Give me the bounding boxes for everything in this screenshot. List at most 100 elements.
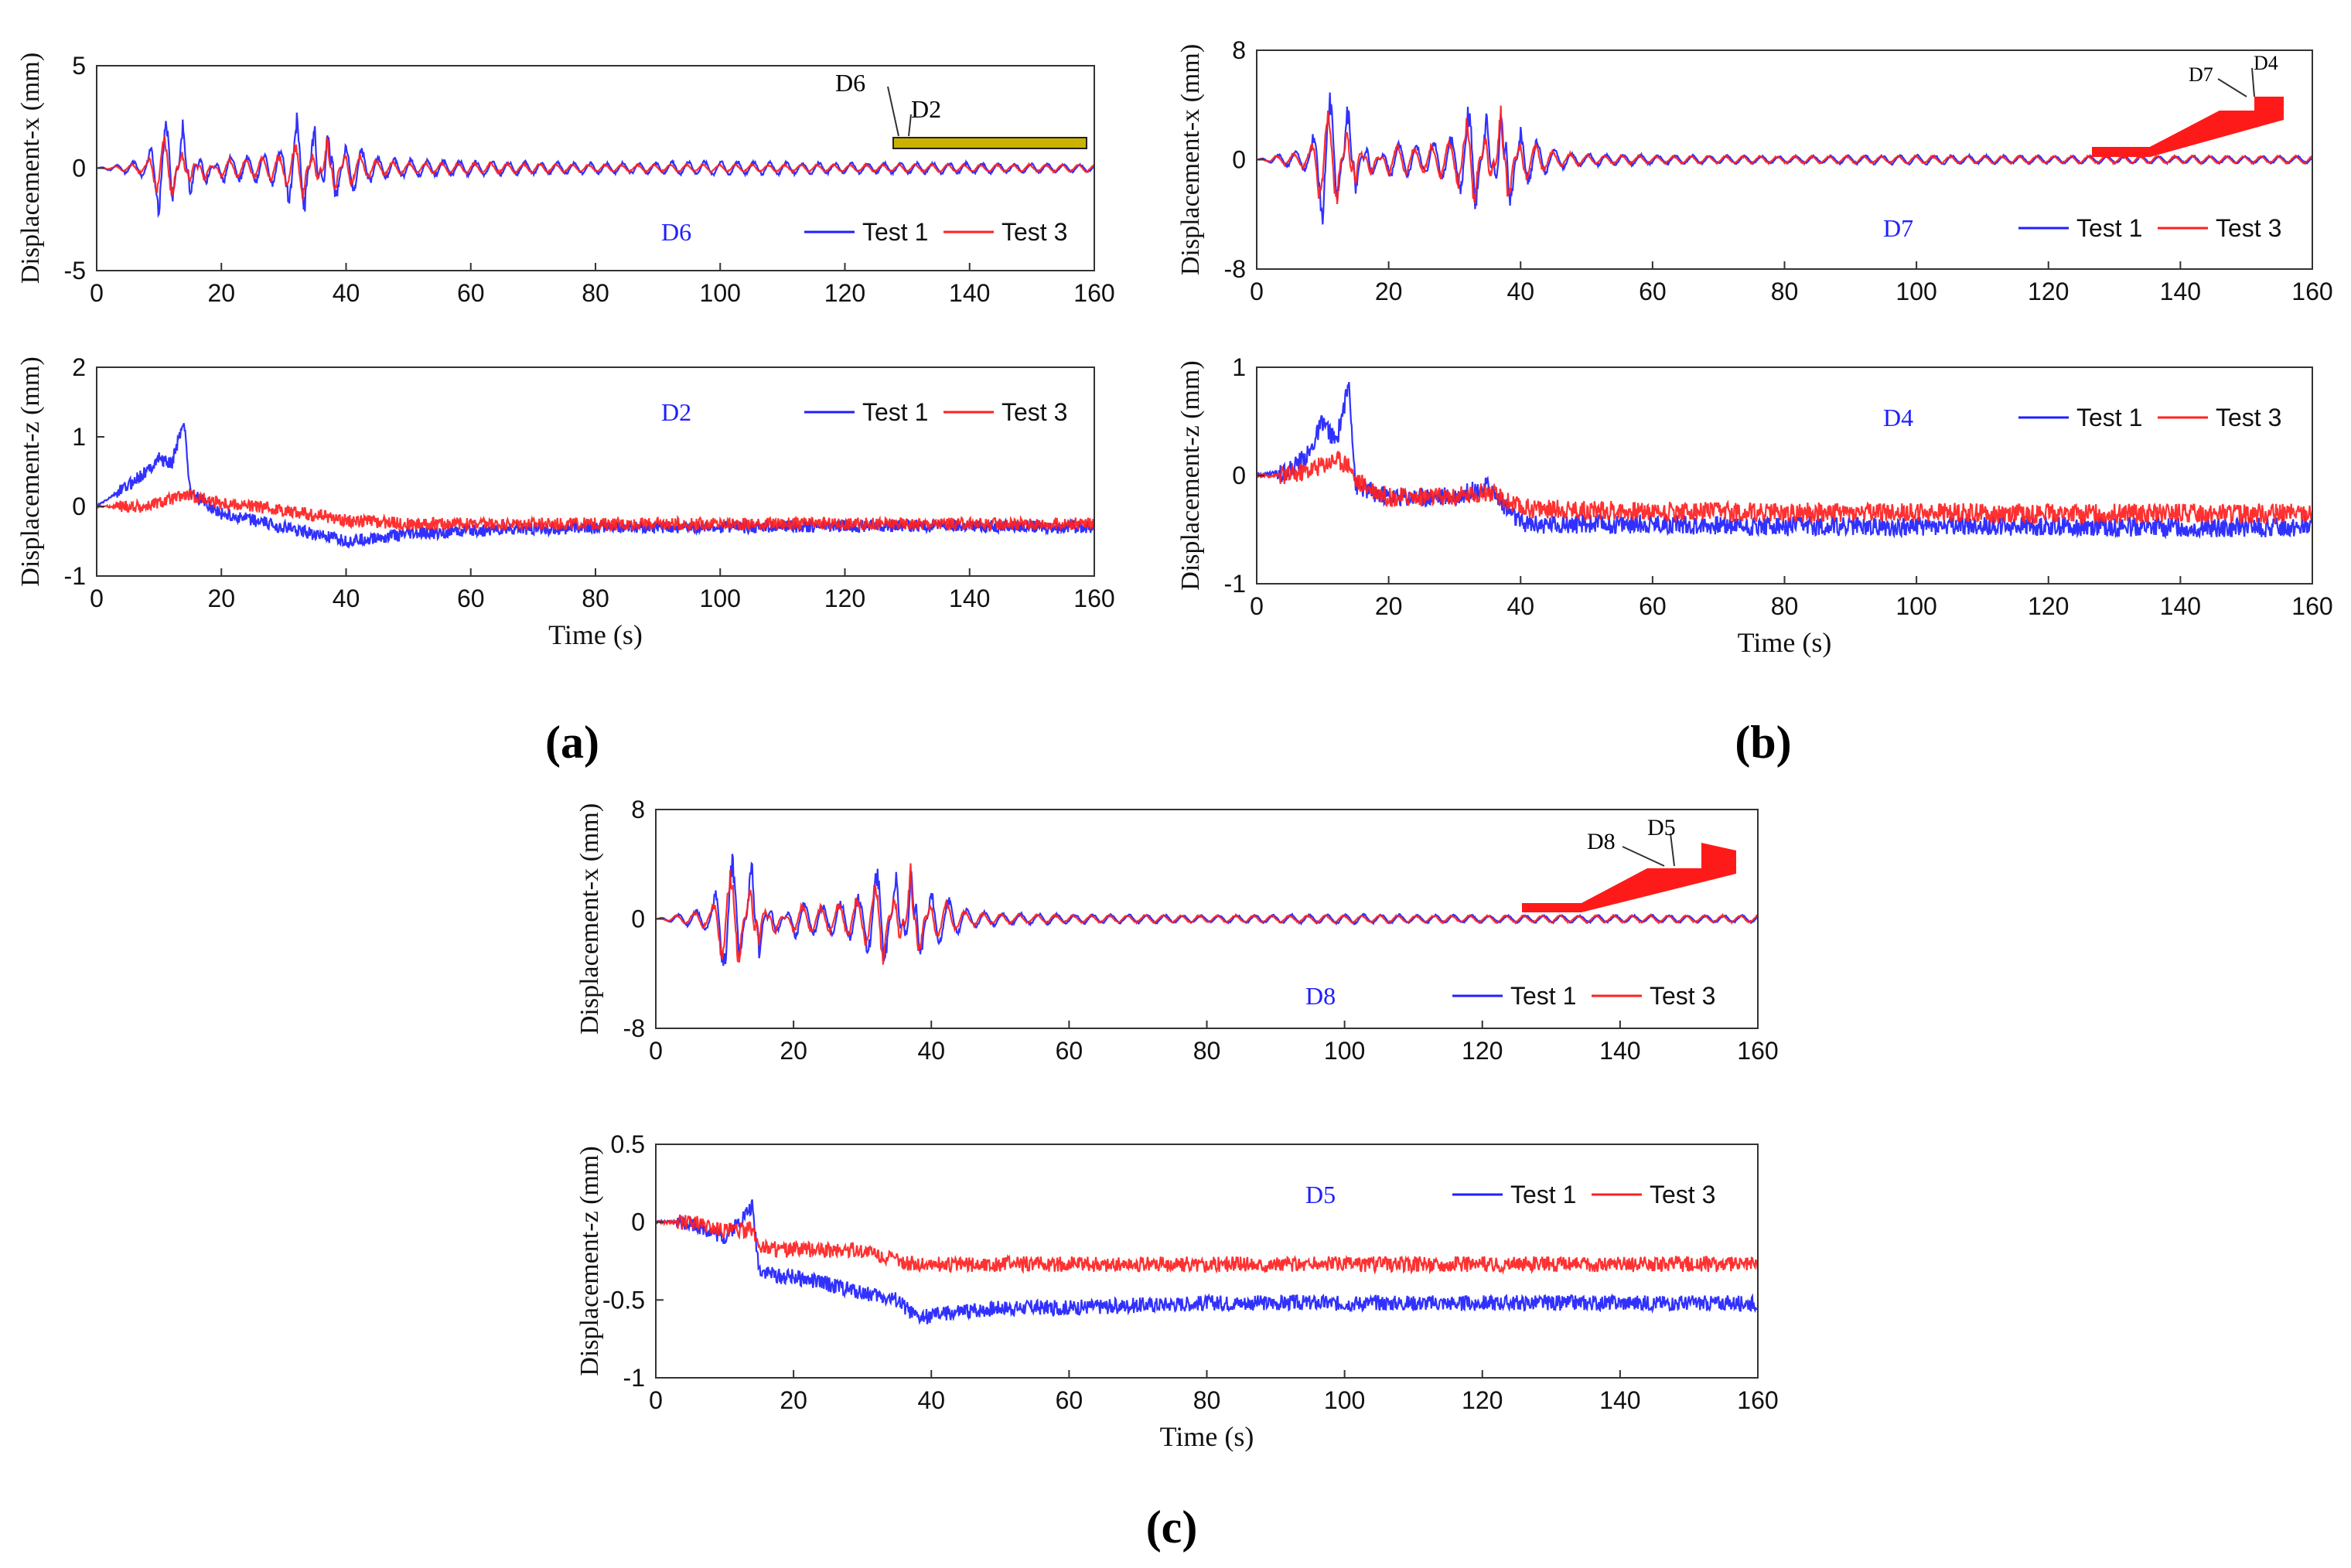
annotation-d6: D6	[835, 69, 865, 97]
x-tick-label: 140	[949, 279, 990, 307]
x-tick-label: 20	[207, 585, 235, 612]
x-tick-label: 100	[700, 279, 741, 307]
x-tick-label: 80	[1193, 1037, 1221, 1065]
y-tick-label: -1	[623, 1364, 645, 1392]
y-axis-label: Displacement-x (mm)	[575, 803, 604, 1035]
series-line-test3	[655, 863, 1759, 965]
x-tick-label: 60	[457, 279, 485, 307]
y-axis-label: Displacement-x (mm)	[16, 53, 45, 284]
panel-label-c: (c)	[1146, 1502, 1198, 1553]
x-tick-label: 40	[333, 585, 360, 612]
x-tick-label: 80	[1771, 592, 1799, 620]
embankment-shape	[1522, 843, 1736, 912]
x-tick-label: 120	[824, 279, 865, 307]
x-tick-label: 20	[780, 1386, 807, 1414]
leader-line	[2217, 78, 2247, 97]
x-tick-label: 60	[1639, 592, 1667, 620]
annotation-d5: D5	[1647, 815, 1676, 840]
annotation-d4: D4	[2254, 52, 2278, 74]
x-tick-label: 100	[1895, 278, 1936, 305]
x-tick-label: 20	[207, 279, 235, 307]
x-tick-label: 160	[1737, 1037, 1778, 1065]
y-tick-label: 8	[631, 796, 645, 823]
y-tick-label: 0	[1232, 462, 1246, 489]
sensor-label: D8	[1305, 982, 1336, 1010]
y-tick-label: -1	[1224, 570, 1246, 598]
schematic-b: D7 D4	[2092, 52, 2284, 157]
chart-a-bottom: 0 20 40 60 80 100 120 140 160-1012Displacement-z…	[16, 353, 1115, 650]
leader-line	[908, 114, 912, 137]
legend-label: Test 1	[862, 398, 928, 426]
x-tick-label: 140	[1599, 1386, 1640, 1414]
x-axis-label: Time (s)	[548, 619, 643, 650]
x-tick-label: 120	[2028, 592, 2069, 620]
legend-label: Test 1	[1510, 1181, 1576, 1208]
y-tick-label: -8	[1224, 255, 1246, 283]
x-axis-label: Time (s)	[1738, 627, 1832, 658]
annotation-d7: D7	[2189, 63, 2213, 86]
sensor-label: D4	[1883, 404, 1913, 431]
x-tick-label: 40	[1506, 592, 1534, 620]
x-tick-label: 60	[457, 585, 485, 612]
x-tick-label: 0	[90, 585, 104, 612]
y-tick-label: 0	[631, 1208, 645, 1236]
x-tick-label: 20	[780, 1037, 807, 1065]
embankment-shape	[2150, 111, 2274, 157]
legend-label: Test 3	[1001, 218, 1067, 246]
chart-c-bottom: 0 20 40 60 80 100 120 140 160 -1 -0.5 0 0.5Displacem…	[575, 1130, 1779, 1452]
y-tick-label: 2	[72, 353, 86, 381]
sensor-label: D6	[661, 218, 691, 246]
x-tick-label: 40	[1506, 278, 1534, 305]
series-line-test1	[97, 112, 1096, 219]
schematic-a: D6 D2	[835, 69, 1087, 149]
legend-label: Test 3	[1001, 398, 1067, 426]
y-axis-label: Displacement-z (mm)	[1176, 360, 1205, 590]
x-tick-label: 0	[649, 1386, 663, 1414]
x-tick-label: 60	[1056, 1037, 1083, 1065]
leader-line	[1622, 846, 1665, 867]
leader-line	[2251, 67, 2255, 97]
plot-frame	[1256, 366, 2313, 585]
x-tick-label: 20	[1375, 592, 1403, 620]
chart-c-top: 0 20 40 60 80 100 120 140 160-808Displacement-x …	[575, 796, 1779, 1065]
x-tick-label: 140	[949, 585, 990, 612]
x-tick-label: 100	[700, 585, 741, 612]
sensor-label: D2	[661, 398, 691, 426]
y-tick-label: -5	[64, 257, 86, 285]
x-tick-label: 40	[333, 279, 360, 307]
chart-a-top: 0 20 40 60 80 100 120 140 160-505Displacement-x …	[16, 52, 1115, 307]
x-tick-label: 120	[1462, 1037, 1503, 1065]
panel-label-b: (b)	[1735, 717, 1791, 768]
x-tick-label: 120	[2028, 278, 2069, 305]
x-tick-label: 100	[1324, 1386, 1365, 1414]
leader-line	[887, 86, 899, 137]
series-line-test3	[96, 135, 1095, 201]
x-tick-label: 0	[90, 279, 104, 307]
x-tick-label: 160	[1073, 279, 1114, 307]
series-line-test3	[95, 488, 1095, 533]
y-tick-label: 0	[1232, 146, 1246, 174]
y-axis-label: Displacement-z (mm)	[16, 356, 45, 586]
x-tick-label: 80	[582, 585, 609, 612]
y-tick-label: 5	[72, 52, 86, 80]
legend-label: Test 1	[1510, 982, 1576, 1010]
x-tick-label: 100	[1895, 592, 1936, 620]
annotation-d2: D2	[911, 95, 941, 123]
y-tick-label: 0	[631, 905, 645, 933]
series-line-test3	[654, 1214, 1759, 1275]
legend-label: Test 1	[2076, 214, 2142, 242]
legend-label: Test 3	[2216, 214, 2281, 242]
sensor-label: D7	[1883, 214, 1913, 242]
x-tick-label: 160	[1737, 1386, 1778, 1414]
schematic-c: D8 D5	[1522, 815, 1736, 912]
x-tick-label: 20	[1375, 278, 1403, 305]
y-tick-label: 1	[72, 423, 86, 451]
x-tick-label: 0	[1250, 592, 1264, 620]
x-tick-label: 140	[2160, 278, 2201, 305]
x-tick-label: 60	[1056, 1386, 1083, 1414]
chart-b-bottom: 0 20 40 60 80 100 120 140 160-101Displacement-z …	[1176, 353, 2333, 658]
leader-line	[1670, 833, 1675, 867]
legend-label: Test 3	[1650, 1181, 1715, 1208]
x-tick-label: 140	[2160, 592, 2201, 620]
